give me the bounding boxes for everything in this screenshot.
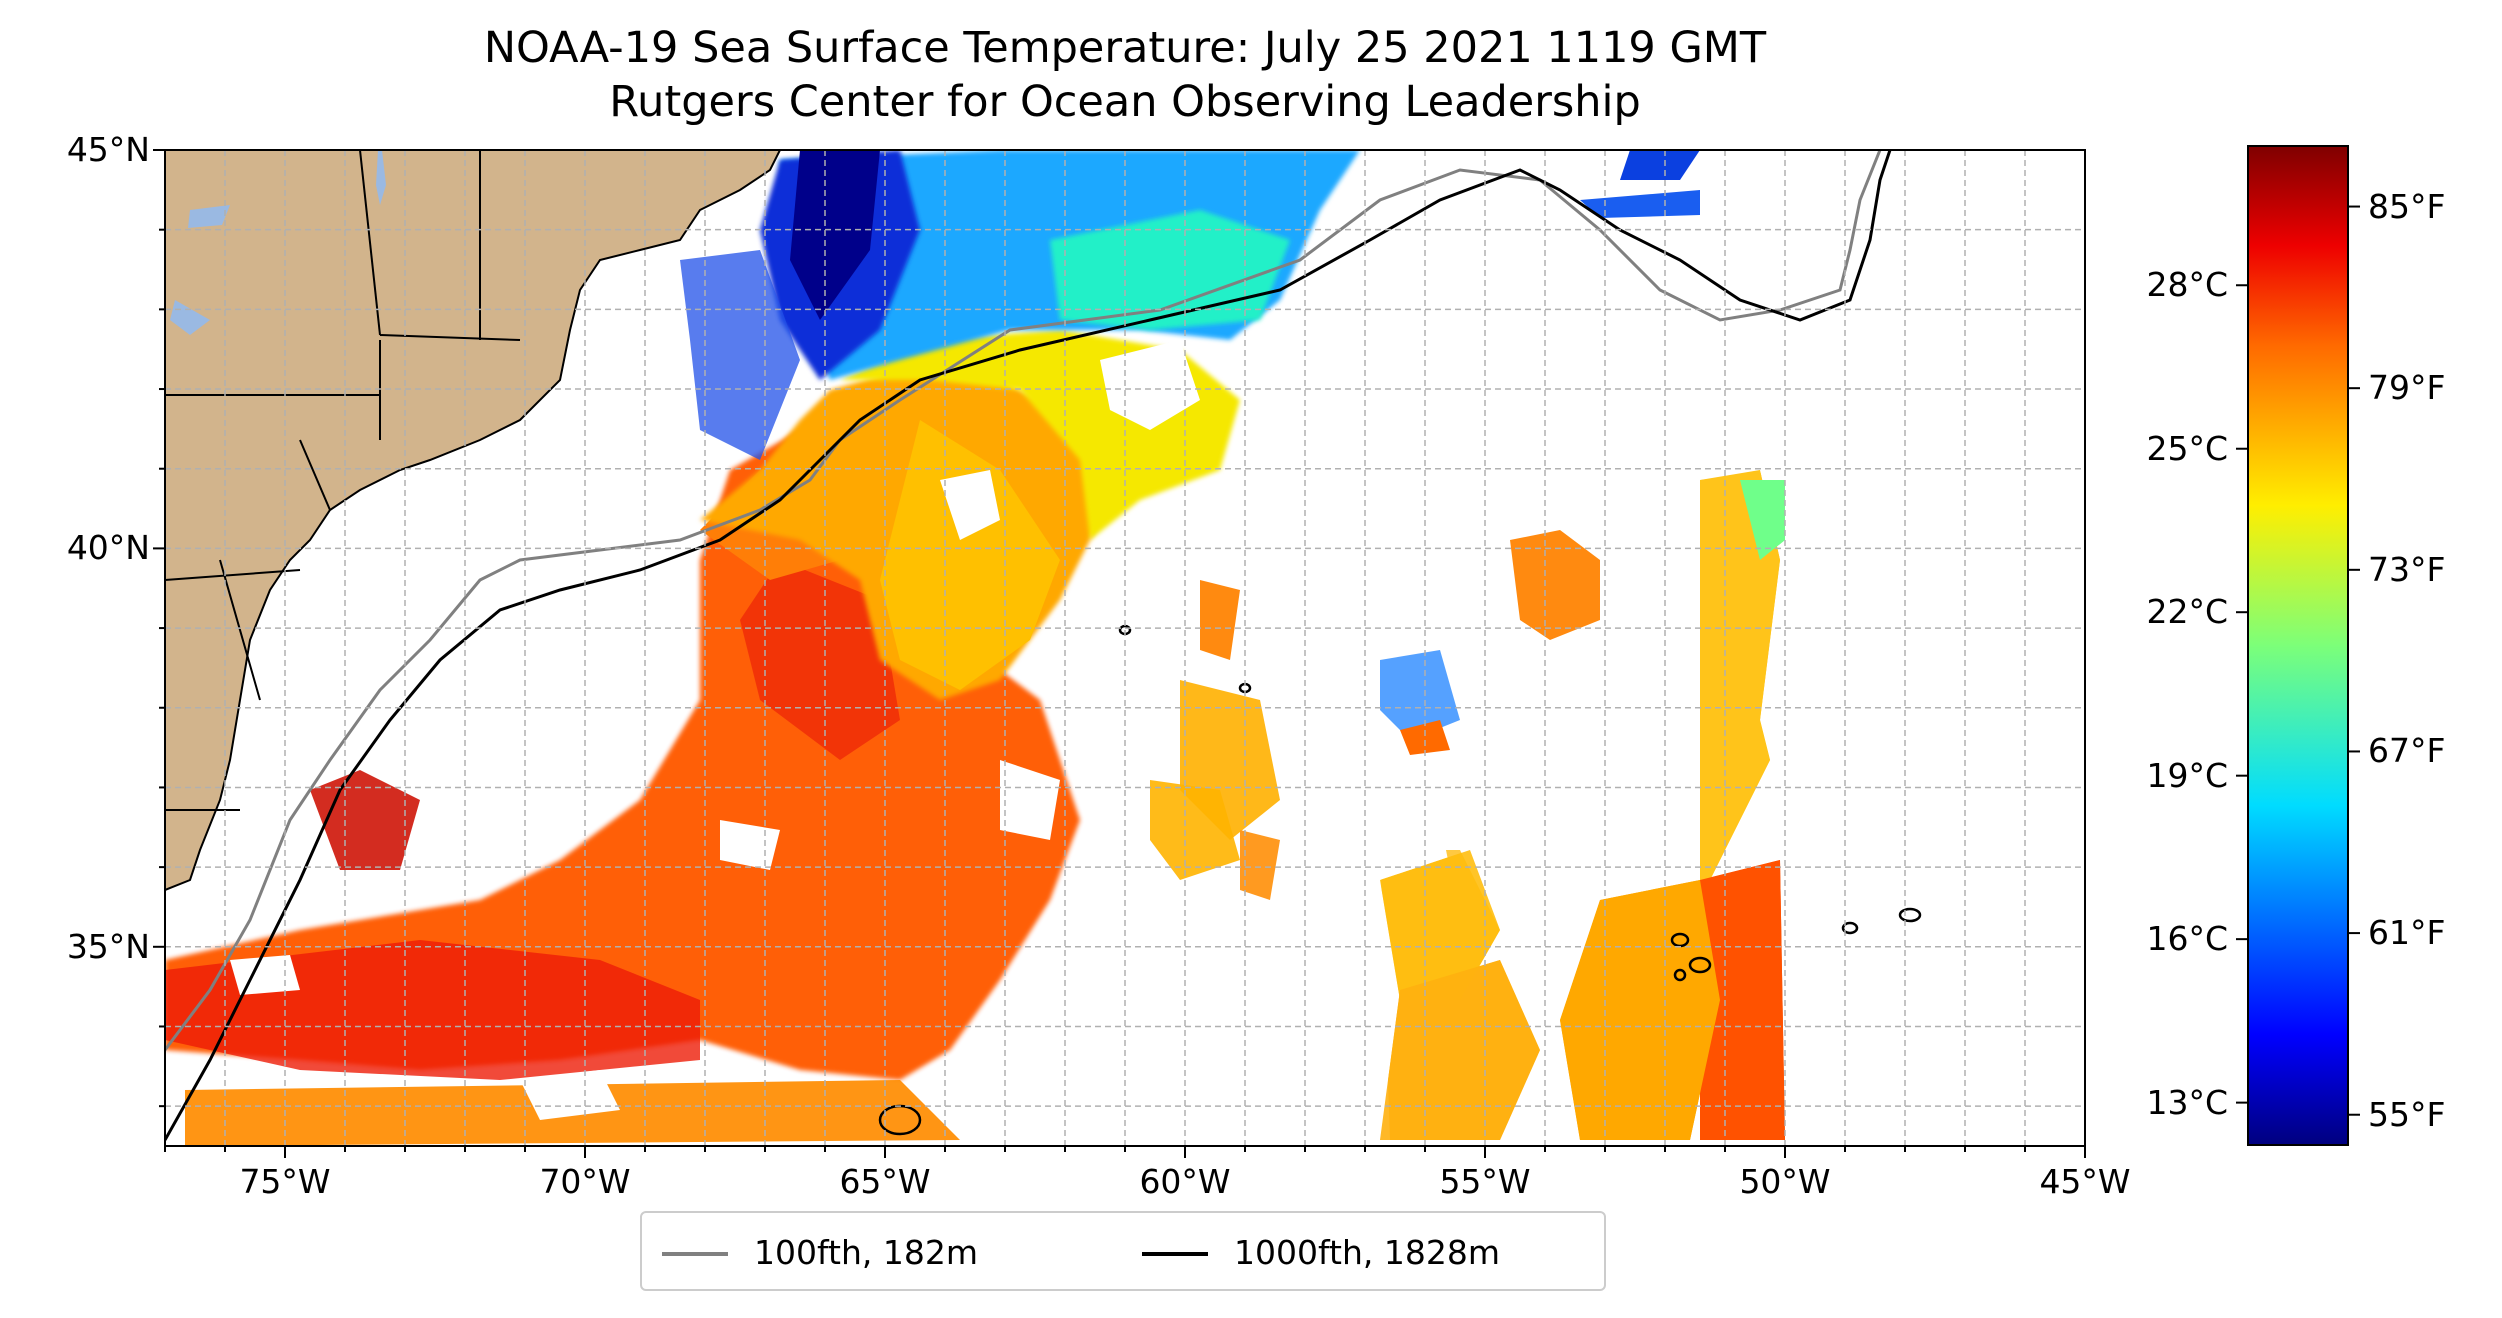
title-line1: NOAA-19 Sea Surface Temperature: July 25… — [483, 23, 1767, 73]
colorbar-label-f: 85°F — [2368, 186, 2446, 226]
title-line2: Rutgers Center for Ocean Observing Leade… — [609, 77, 1641, 127]
colorbar-label-c: 22°C — [2146, 592, 2228, 632]
x-tick-label: 45°W — [2039, 1162, 2131, 1201]
x-tick-label: 75°W — [239, 1162, 331, 1201]
legend-line-1000fth — [1142, 1252, 1208, 1256]
y-tick-label: 40°N — [66, 528, 150, 568]
y-tick-label: 45°N — [66, 130, 150, 169]
colorbar-gradient — [2247, 145, 2349, 1146]
legend-label-1000fth: 1000fth, 1828m — [1234, 1233, 1500, 1272]
isobath-100fth — [165, 150, 1882, 1051]
colorbar-label-f: 73°F — [2368, 549, 2446, 589]
map-area — [165, 150, 2085, 1146]
colorbar-label-c: 25°C — [2146, 428, 2228, 468]
x-tick-label: 65°W — [839, 1162, 931, 1201]
isobath-1000fth — [165, 150, 1892, 1141]
colorbar-label-f: 79°F — [2368, 368, 2446, 408]
x-tick-label: 70°W — [539, 1162, 631, 1201]
colorbar-label-f: 61°F — [2368, 913, 2446, 953]
colorbar-label-c: 16°C — [2146, 919, 2228, 959]
x-tick-label: 50°W — [1739, 1162, 1831, 1201]
legend-item-100fth: 100fth, 182m — [662, 1233, 978, 1273]
colorbar-label-c: 13°C — [2146, 1082, 2228, 1122]
gridlines — [165, 150, 2085, 1146]
colorbar-label-f: 55°F — [2368, 1094, 2446, 1134]
colorbar-label-f: 67°F — [2368, 731, 2446, 771]
colorbar-ticks — [2236, 205, 2360, 1116]
x-tick-label: 55°W — [1439, 1162, 1531, 1201]
map-ticks — [153, 149, 2086, 1158]
legend-item-1000fth: 1000fth, 1828m — [1142, 1233, 1500, 1273]
y-tick-label: 35°N — [66, 926, 150, 966]
x-tick-label: 60°W — [1139, 1162, 1231, 1201]
colorbar-label-c: 28°C — [2146, 265, 2228, 305]
legend-label-100fth: 100fth, 182m — [754, 1233, 978, 1272]
legend-line-100fth — [662, 1252, 728, 1256]
colorbar-label-c: 19°C — [2146, 755, 2228, 795]
legend: 100fth, 182m 1000fth, 1828m — [640, 1211, 1606, 1291]
